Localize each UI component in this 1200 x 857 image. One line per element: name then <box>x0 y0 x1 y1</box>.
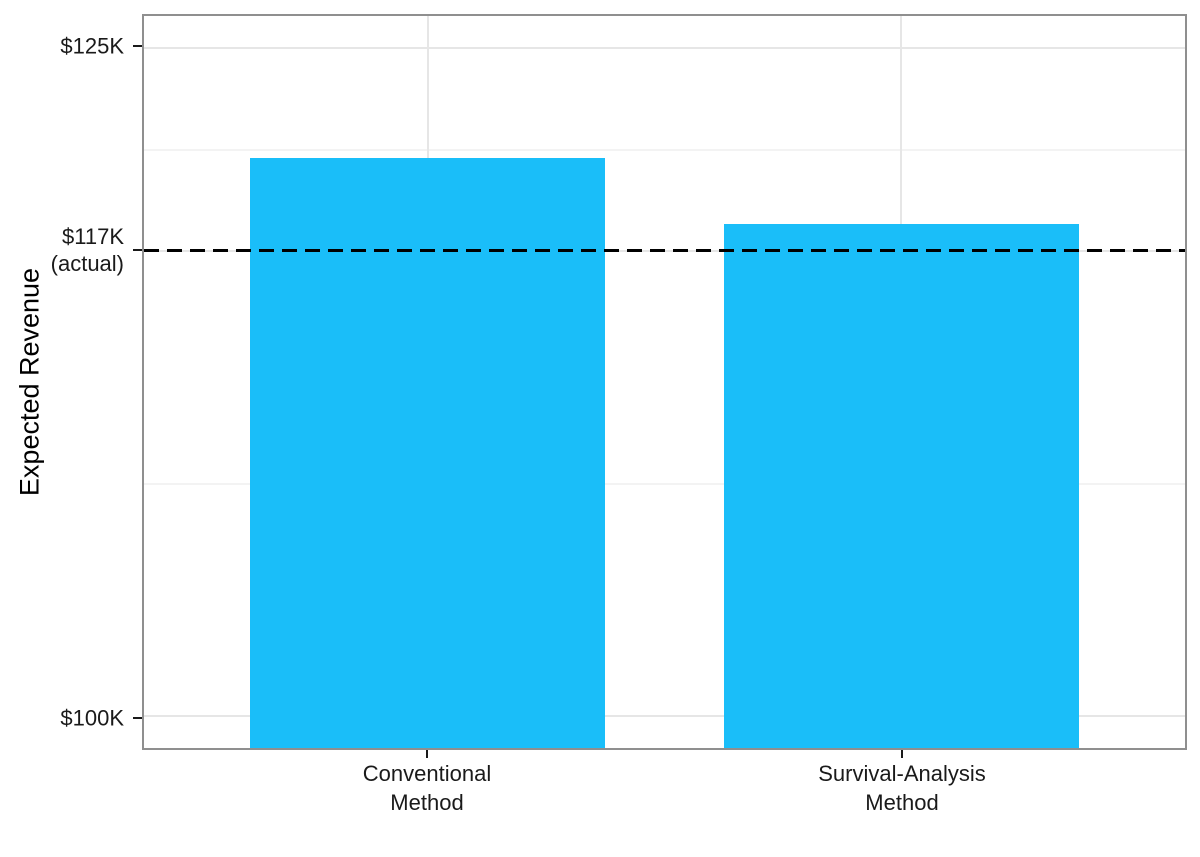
bar-2 <box>723 224 1079 748</box>
y-gridline-major <box>144 714 1185 717</box>
x-tick-label-2: Survival-Analysis Method <box>818 761 986 815</box>
x-tick-mark <box>426 750 428 758</box>
y-gridline-minor <box>144 482 1185 485</box>
plot-panel <box>142 14 1187 750</box>
y-axis-title: Expected Revenue <box>14 267 45 497</box>
x-tick-mark <box>901 750 903 758</box>
bar-1 <box>250 157 606 748</box>
y-tick-mark <box>133 45 142 48</box>
y-tick-mark <box>133 716 142 719</box>
y-tick-label: $117K (actual) <box>50 224 124 277</box>
y-tick-mark <box>133 249 142 252</box>
x-tick-label-1: Conventional Method <box>362 761 492 815</box>
y-tick-label: $100K <box>60 705 124 731</box>
reference-line-actual <box>144 249 1185 253</box>
y-gridline-major <box>144 47 1185 50</box>
y-tick-label: $125K <box>60 33 124 59</box>
y-gridline-minor <box>144 148 1185 151</box>
